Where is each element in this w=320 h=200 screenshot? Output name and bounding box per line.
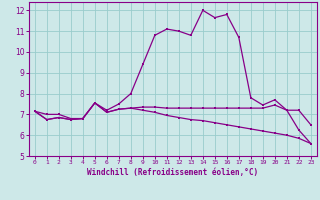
- X-axis label: Windchill (Refroidissement éolien,°C): Windchill (Refroidissement éolien,°C): [87, 168, 258, 177]
